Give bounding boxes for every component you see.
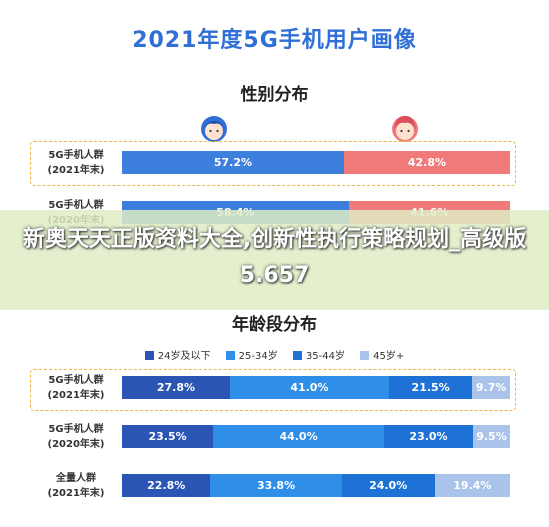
bar-value-label: 21.5% [411, 381, 450, 394]
male-avatar-icon [201, 116, 227, 142]
bar-segment [434, 474, 510, 497]
row-label: 5G手机人群 (2021年末) [47, 149, 105, 176]
bar-segment [122, 425, 214, 448]
legend-label: 45岁+ [373, 351, 405, 362]
bar-value-label: 9.7% [475, 381, 507, 394]
bar-segment [341, 474, 435, 497]
bar-value-label: 33.8% [256, 479, 296, 492]
bar-value-label: 27.8% [156, 381, 196, 394]
bar-value-label: 42.8% [407, 156, 447, 169]
legend-item: 25-34岁 [225, 347, 278, 362]
legend-label: 25-34岁 [238, 351, 278, 362]
age-legend: 24岁及以下 25-34岁 35-44岁 45岁+ [0, 347, 549, 362]
bar-value-label: 19.4% [453, 479, 492, 492]
bar-value-label: 22.8% [147, 479, 186, 492]
overlay-caption: 新奥天天正版资料大全,创新性执行策略规划_高级版5.657 [22, 227, 527, 288]
bar-segment [343, 151, 510, 174]
bar-segment [229, 376, 389, 399]
legend-swatch [225, 351, 235, 360]
bar-value-label: 24.0% [369, 479, 408, 492]
legend-item: 35-44岁 [292, 347, 345, 362]
bar-value-label: 44.0% [279, 430, 318, 443]
gender-chart-title: 性别分布 [240, 85, 309, 105]
bar-value-label: 57.2% [213, 156, 253, 169]
bar-value-label: 23.5% [148, 430, 187, 443]
legend-item: 45岁+ [360, 347, 404, 362]
legend-swatch [144, 351, 154, 360]
bar-segment [472, 376, 510, 399]
main-title: 2021年度5G手机用户画像 [132, 28, 417, 53]
overlay-banner [0, 210, 549, 310]
age-highlight-box [30, 369, 516, 411]
row-label: 5G手机人群 (2020年末) [47, 423, 105, 450]
age-chart-title: 年龄段分布 [232, 315, 317, 335]
bar-value-label: 23.0% [409, 430, 448, 443]
bar-segment [122, 151, 344, 174]
row-label: 全量人群 (2021年末) [47, 472, 105, 499]
legend-swatch [360, 351, 370, 360]
legend-label: 24岁及以下 [157, 351, 211, 362]
bar-segment [122, 376, 230, 399]
bar-segment [473, 425, 510, 448]
bar-value-label: 41.0% [290, 381, 329, 394]
bar-value-label: 9.5% [476, 430, 507, 443]
bar-segment [122, 474, 211, 497]
gender-highlight-box [30, 141, 516, 186]
bar-segment [383, 425, 474, 448]
legend-item: 24岁及以下 [144, 347, 211, 362]
bar-segment [388, 376, 473, 399]
legend-label: 35-44岁 [305, 351, 345, 362]
legend-swatch [292, 351, 302, 360]
female-avatar-icon [392, 115, 418, 142]
bar-segment [213, 425, 384, 448]
bar-segment [210, 474, 342, 497]
row-label: 5G手机人群 (2021年末) [47, 374, 105, 401]
